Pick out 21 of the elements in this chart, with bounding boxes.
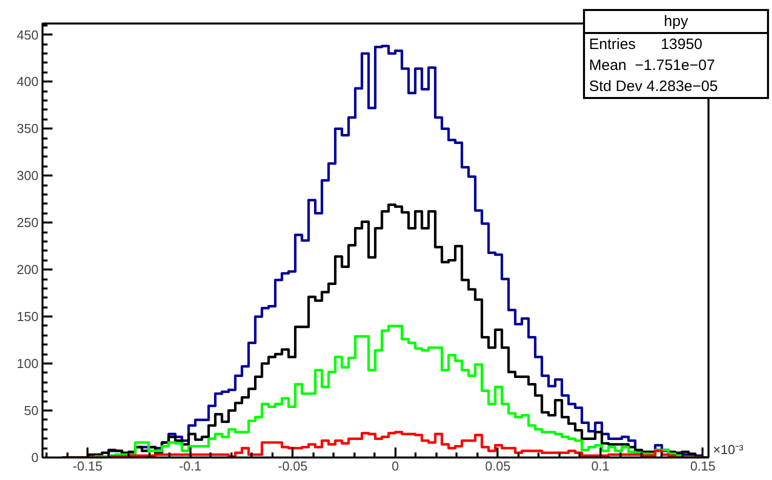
annotation: Std Dev 4.283e−05 bbox=[588, 77, 719, 97]
annotation: Entries 13950 bbox=[588, 35, 704, 55]
y-tick-label: 100 bbox=[16, 356, 39, 372]
y-tick-label: 450 bbox=[16, 27, 39, 42]
chart-title: hpy bbox=[585, 11, 767, 34]
text: ×10⁻³ bbox=[713, 441, 744, 459]
y-tick-label: 50 bbox=[24, 403, 39, 418]
y-tick-label: 150 bbox=[16, 309, 39, 324]
x-tick-label: 0 bbox=[392, 458, 399, 474]
x-tick-label: -0.1 bbox=[178, 458, 202, 474]
x-tick-label: -0.15 bbox=[72, 458, 102, 474]
annotation: Mean −1.751e−07 bbox=[588, 56, 716, 76]
y-tick-label: 300 bbox=[16, 168, 39, 184]
x-tick-label: 0.15 bbox=[690, 458, 716, 474]
y-tick-label: 400 bbox=[16, 74, 39, 90]
y-tick-label: 200 bbox=[16, 262, 39, 278]
y-tick-label: 250 bbox=[16, 215, 39, 230]
x-tick-label: 0.05 bbox=[485, 458, 510, 474]
x-tick-label: -0.05 bbox=[278, 458, 308, 474]
x-tick-label: 0.1 bbox=[591, 458, 610, 474]
y-tick-label: 350 bbox=[16, 121, 39, 136]
